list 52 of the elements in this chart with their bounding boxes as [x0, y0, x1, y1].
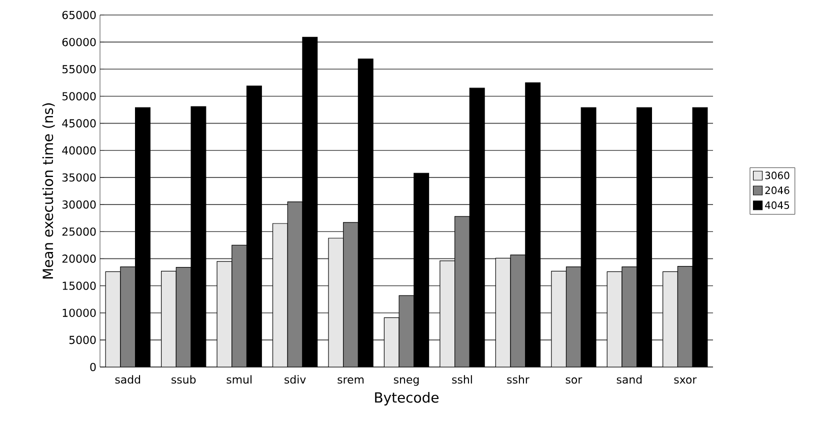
bar: [272, 223, 288, 367]
y-tick-label: 30000: [62, 200, 96, 209]
y-tick-label: 25000: [62, 227, 96, 236]
bar: [161, 271, 176, 367]
bar: [232, 245, 247, 367]
bar: [440, 260, 455, 367]
bar: [328, 238, 344, 367]
x-tick-label: sdiv: [284, 375, 306, 384]
bar: [662, 271, 678, 367]
bar: [384, 318, 400, 367]
x-tick-label: ssub: [172, 375, 196, 384]
bar: [496, 258, 511, 367]
x-tick-label: srem: [338, 377, 364, 384]
y-tick-label: 10000: [62, 308, 96, 317]
y-tick-label: 60000: [62, 38, 96, 46]
y-tick-label: 15000: [62, 282, 96, 290]
bar: [566, 266, 582, 367]
y-tick-label: 55000: [62, 65, 96, 74]
bar: [551, 271, 566, 367]
y-tick-label: 0: [90, 362, 96, 372]
bar: [510, 254, 526, 367]
bar: [622, 266, 637, 367]
y-tick-label: 20000: [62, 254, 96, 263]
bar: [120, 266, 136, 367]
x-tick-label: sor: [566, 377, 582, 384]
y-tick-label: 45000: [62, 119, 96, 128]
bar: [677, 266, 693, 367]
x-tick-label: sxor: [674, 377, 697, 384]
bar: [399, 296, 414, 367]
y-tick-label: 65000: [62, 10, 96, 20]
legend-label: 2046: [765, 186, 790, 194]
legend-label: 4045: [765, 201, 790, 209]
x-tick-label: sshr: [507, 375, 530, 384]
bar: [217, 261, 232, 367]
bar: [607, 272, 622, 367]
bar: [288, 202, 302, 367]
y-tick-label: 35000: [62, 173, 96, 182]
bar: [343, 222, 358, 367]
bar: [454, 216, 470, 367]
x-tick-label: sshl: [452, 375, 472, 384]
y-axis-title: Mean execution time (ns): [42, 103, 55, 279]
y-tick-label: 50000: [62, 92, 96, 100]
x-tick-label: sand: [616, 375, 642, 384]
y-tick-label: 40000: [62, 146, 96, 155]
x-tick-label: smul: [226, 375, 252, 384]
bar: [106, 272, 120, 367]
bar: [176, 267, 192, 367]
legend-label: 3060: [765, 172, 790, 180]
y-tick-label: 5000: [69, 336, 96, 344]
x-tick-label: sadd: [115, 375, 140, 384]
x-tick-label: sneg: [394, 377, 419, 386]
x-axis-title: Bytecode: [375, 392, 439, 406]
